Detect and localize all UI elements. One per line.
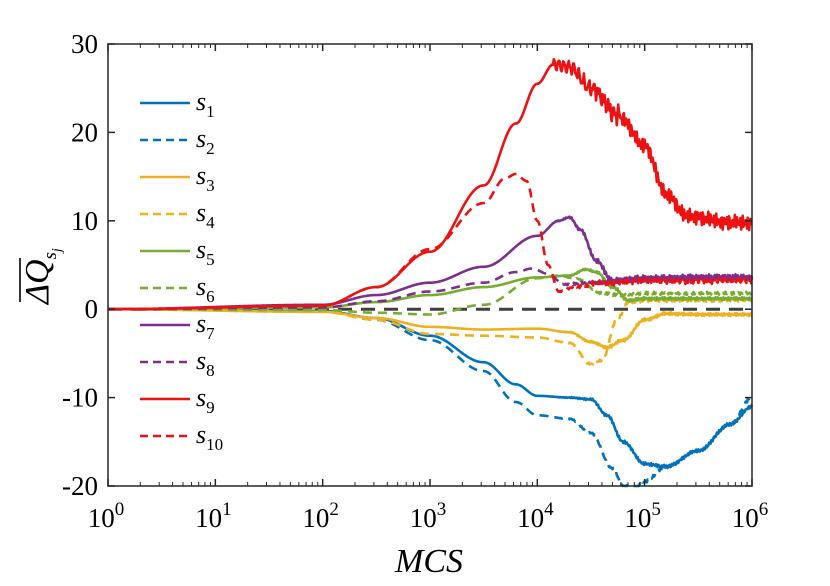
- y-axis-label: ΔQsj: [19, 248, 65, 306]
- x-tick-label: 105: [624, 499, 661, 533]
- legend-label-s9: s9: [196, 383, 215, 417]
- y-axis-ticks: -20 -10 0 10 20 30: [62, 29, 752, 501]
- y-axis-label-main: ΔQ: [19, 259, 56, 306]
- svg-text:ΔQsj: ΔQsj: [19, 248, 65, 306]
- legend-label-s3: s3: [196, 161, 215, 195]
- x-axis-ticks: 100 101 102 103 104 105 106: [88, 44, 769, 533]
- legend-label-s2: s2: [196, 124, 215, 158]
- x-tick-label: 101: [195, 499, 232, 533]
- legend-label-s5: s5: [196, 235, 215, 269]
- legend-label-s1: s1: [196, 87, 215, 121]
- y-tick-label: 10: [71, 206, 98, 236]
- series-line-s6: [107, 274, 754, 316]
- x-tick-label: 102: [302, 499, 339, 533]
- x-axis-label: MCS: [394, 543, 463, 580]
- x-tick-label: 100: [88, 499, 125, 533]
- y-axis-label-subsub: j: [50, 248, 65, 254]
- y-tick-label: 20: [71, 117, 98, 147]
- y-tick-label: -10: [62, 383, 98, 413]
- x-tick-label: 103: [410, 499, 447, 533]
- y-tick-label: -20: [62, 471, 98, 501]
- y-axis-label-sub: s: [40, 252, 61, 259]
- legend-label-s4: s4: [196, 198, 215, 232]
- legend-label-s7: s7: [196, 309, 215, 343]
- x-tick-label: 104: [517, 499, 554, 533]
- series-line-s9: [107, 57, 753, 311]
- y-tick-label: 30: [71, 29, 98, 59]
- x-tick-label: 106: [732, 499, 769, 533]
- legend-label-s10: s10: [196, 420, 223, 454]
- y-tick-label: 0: [85, 294, 99, 324]
- legend-label-s6: s6: [196, 272, 215, 306]
- legend-label-s8: s8: [196, 346, 215, 380]
